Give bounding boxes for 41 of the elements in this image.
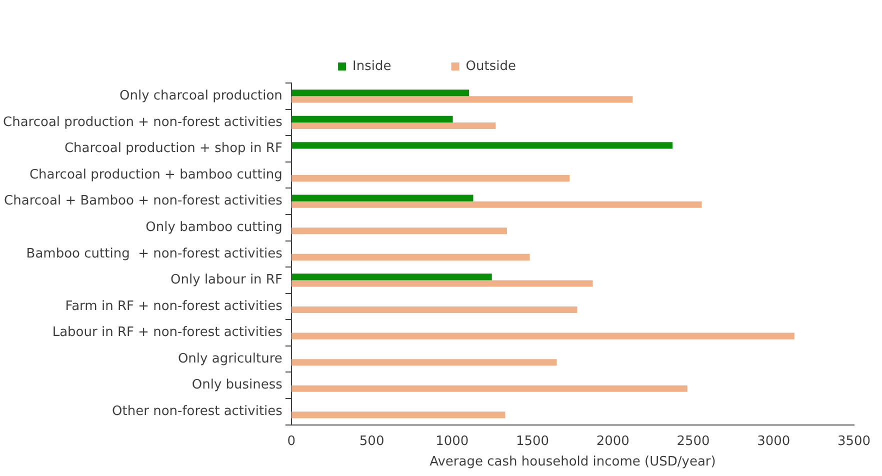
bar — [291, 385, 688, 392]
y-tick-label: Other non-forest activities — [112, 404, 283, 420]
y-tick-label: Bamboo cutting + non-forest activities — [26, 246, 283, 262]
bar — [291, 332, 794, 340]
bar — [291, 254, 530, 260]
bar — [291, 142, 673, 149]
y-tick-label: Only bamboo cutting — [146, 220, 282, 235]
y-tick-label: Charcoal production + shop in RF — [64, 141, 282, 156]
x-tick-label: 1500 — [516, 434, 550, 449]
bar — [291, 306, 578, 314]
x-tick-label: 3000 — [757, 434, 790, 449]
x-tick-label: 0 — [287, 434, 296, 449]
x-tick-label: 3500 — [837, 434, 871, 449]
y-tick-label: Only labour in RF — [170, 272, 282, 288]
bar — [291, 274, 492, 280]
bar — [291, 90, 470, 96]
y-tick-label: Only agriculture — [178, 351, 282, 366]
x-axis-title: Average cash household income (USD/year) — [430, 454, 716, 470]
x-tick-label: 2000 — [596, 434, 630, 449]
bar — [291, 201, 702, 208]
bar — [291, 122, 496, 130]
x-tick-label: 1000 — [436, 434, 469, 449]
bar — [291, 175, 570, 182]
legend-label: Outside — [466, 58, 516, 74]
legend-label: Inside — [352, 58, 392, 74]
bar — [291, 96, 633, 103]
x-tick-label: 500 — [359, 434, 384, 449]
bar — [291, 228, 507, 234]
y-tick-label: Only charcoal production — [119, 88, 282, 104]
y-tick-label: Charcoal production + non-forest activities — [3, 114, 283, 130]
bar — [291, 412, 506, 418]
y-tick-label: Charcoal + Bamboo + non-forest activities — [4, 194, 283, 209]
bar — [291, 359, 557, 366]
y-tick-label: Labour in RF + non-forest activities — [52, 325, 283, 340]
bar — [291, 116, 453, 122]
y-tick-label: Farm in RF + non-forest activities — [65, 298, 283, 314]
bar — [291, 194, 474, 202]
x-tick-label: 2500 — [676, 434, 710, 449]
y-tick-label: Charcoal production + bamboo cutting — [29, 167, 282, 182]
y-tick-label: Only business — [192, 378, 283, 393]
bar — [291, 280, 593, 287]
